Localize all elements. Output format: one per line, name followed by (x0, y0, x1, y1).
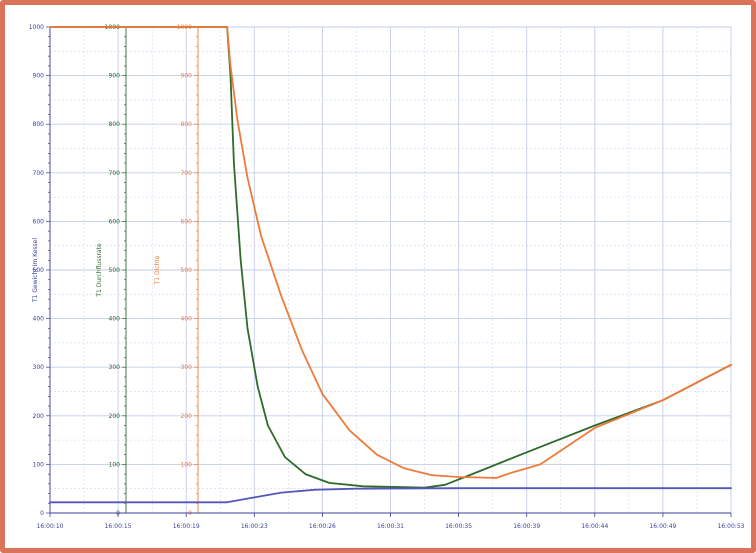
x-tick-label: 16:00:31 (377, 523, 404, 530)
grid-layer (49, 26, 732, 514)
x-tick-label: 16:00:53 (718, 523, 745, 530)
y-tick-label: 200 (109, 413, 121, 420)
y-tick-label: 400 (181, 316, 193, 323)
y-axis-title: T1 Gewicht im Kessel (32, 238, 39, 303)
y-tick-label: 700 (109, 170, 121, 177)
x-tick-label: 16:00:10 (37, 523, 64, 530)
x-tick-label: 16:00:39 (513, 523, 540, 530)
y-tick-label: 100 (109, 461, 121, 468)
y-tick-label: 200 (181, 413, 193, 420)
y-tick-label: 500 (33, 267, 45, 274)
x-tick-label: 16:00:15 (105, 523, 132, 530)
x-tick-label: 16:00:35 (445, 523, 472, 530)
y-tick-label: 900 (33, 73, 45, 80)
y-tick-label: 0 (40, 510, 44, 517)
y-tick-label: 500 (181, 267, 193, 274)
y-tick-label: 300 (109, 364, 121, 371)
y-tick-label: 800 (181, 121, 193, 128)
y-tick-label: 600 (109, 218, 121, 225)
y-tick-label: 400 (109, 316, 121, 323)
y-tick-label: 600 (33, 218, 45, 225)
y-axis-title: T1 Dichte (154, 255, 161, 285)
y-tick-label: 500 (109, 267, 121, 274)
x-tick-label: 16:00:26 (309, 523, 336, 530)
y-tick-label: 200 (33, 413, 45, 420)
y-tick-label: 700 (33, 170, 45, 177)
y-axis-title: T1 Durchflussrate (96, 243, 103, 298)
y-tick-label: 900 (109, 73, 121, 80)
y-tick-label: 1000 (29, 24, 44, 31)
line-chart: 0 100 200 300 400 500 600 700 800 900 1000 T1 Gewic… (29, 24, 745, 530)
y-tick-label: 800 (33, 121, 45, 128)
y-tick-label: 400 (33, 316, 45, 323)
series-line (49, 26, 732, 479)
y-tick-label: 300 (33, 364, 45, 371)
x-tick-label: 16:00:19 (173, 523, 200, 530)
series-line (49, 487, 732, 504)
series-layer (49, 26, 732, 504)
axes-layer: 0 100 200 300 400 500 600 700 800 900 1000 T1 Gewic… (29, 24, 745, 530)
y-tick-label: 100 (181, 461, 193, 468)
x-tick-label: 16:00:49 (649, 523, 676, 530)
y-tick-label: 100 (33, 461, 45, 468)
y-tick-label: 700 (181, 170, 193, 177)
x-tick-label: 16:00:23 (241, 523, 268, 530)
series-line (49, 26, 732, 489)
y-tick-label: 300 (181, 364, 193, 371)
y-tick-label: 600 (181, 218, 193, 225)
x-tick-label: 16:00:44 (581, 523, 608, 530)
y-tick-label: 900 (181, 73, 193, 80)
y-tick-label: 800 (109, 121, 121, 128)
